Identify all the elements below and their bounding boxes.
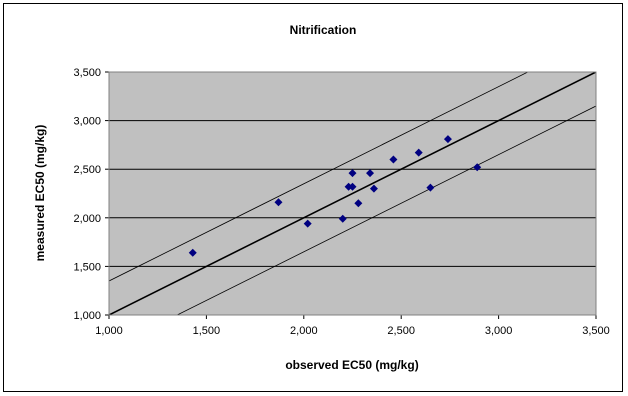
plot-border [108,71,597,316]
data-point [426,183,435,192]
x-tick-label: 2,000 [290,325,318,337]
bound-line [109,72,529,282]
y-tick-label: 1,500 [73,261,101,273]
x-tick-label: 3,000 [485,325,513,337]
data-point [473,163,482,172]
x-axis-title: observed EC50 (mg/kg) [285,358,418,372]
reference-lines [109,72,596,315]
x-tick-label: 1,000 [95,325,123,337]
chart-frame: Nitrification 1,000 1,500 2,000 2,500 3,000 3… [3,3,623,392]
data-point [188,248,197,257]
y-tick-label: 2,500 [73,164,101,176]
data-point [366,169,375,178]
data-point [348,182,357,191]
data-points [188,135,482,257]
x-tick-label: 3,500 [582,325,610,337]
y-axis-title: measured EC50 (mg/kg) [33,125,47,262]
chart: Nitrification 1,000 1,500 2,000 2,500 3,000 3… [33,23,610,372]
data-point [443,135,452,144]
data-point [369,184,378,193]
data-point [303,219,312,228]
data-point [414,148,423,157]
x-axis-ticks: 1,000 1,500 2,000 2,500 3,000 3,500 [95,315,610,337]
data-point [354,199,363,208]
chart-title: Nitrification [290,23,357,37]
y-tick-label: 1,000 [73,310,101,322]
data-point [338,214,347,223]
data-point [274,198,283,207]
bound-line [176,105,596,315]
x-tick-label: 1,500 [193,325,221,337]
y-tick-label: 2,000 [73,213,101,225]
y-tick-label: 3,000 [73,116,101,128]
data-point [389,155,398,164]
y-tick-label: 3,500 [73,67,101,79]
data-point [348,169,357,178]
y-axis-ticks: 1,000 1,500 2,000 2,500 3,000 3,500 [73,67,109,322]
x-tick-label: 2,500 [387,325,415,337]
one-to-one-line [109,72,596,315]
